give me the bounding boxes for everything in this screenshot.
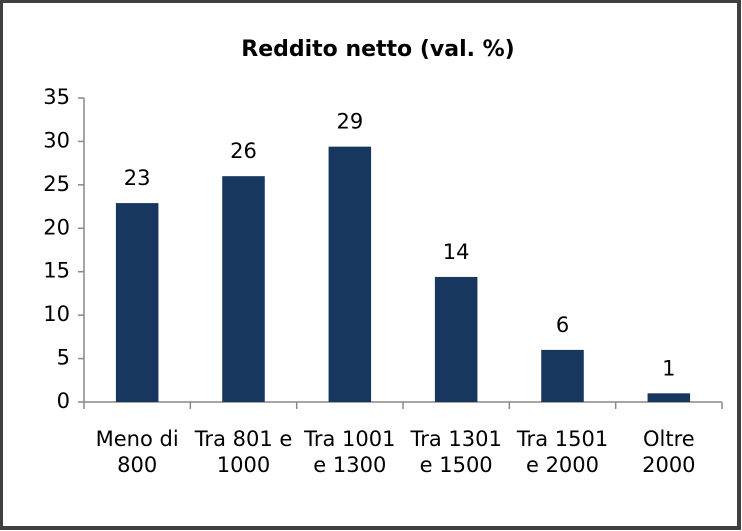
x-tick-label: Tra 801 e 1000 bbox=[194, 427, 293, 477]
y-tick-label: 25 bbox=[43, 172, 70, 196]
x-tick-label: Meno di 800 bbox=[95, 427, 179, 477]
bar bbox=[328, 146, 372, 402]
x-tick-label: Oltre 2000 bbox=[642, 427, 696, 477]
data-label: 26 bbox=[230, 139, 257, 163]
data-label: 14 bbox=[443, 240, 470, 264]
bar bbox=[541, 349, 584, 402]
bar bbox=[115, 203, 159, 402]
bar bbox=[434, 276, 478, 402]
x-tick-label: Tra 1001 e 1300 bbox=[304, 427, 396, 477]
y-tick-label: 5 bbox=[57, 346, 70, 370]
y-tick-label: 10 bbox=[43, 302, 70, 326]
x-tick-label: Tra 1501 e 2000 bbox=[516, 427, 609, 477]
y-tick-label: 20 bbox=[43, 215, 70, 239]
bar bbox=[647, 393, 691, 402]
data-label: 23 bbox=[124, 166, 151, 190]
data-label: 1 bbox=[662, 356, 675, 380]
data-label: 29 bbox=[336, 110, 363, 134]
chart-title: Reddito netto (val. %) bbox=[241, 37, 514, 62]
y-tick-label: 30 bbox=[43, 128, 70, 152]
x-tick-label: Tra 1301 e 1500 bbox=[410, 427, 502, 477]
bar bbox=[222, 176, 265, 402]
data-label: 6 bbox=[556, 313, 569, 337]
y-tick-label: 0 bbox=[57, 389, 70, 413]
y-tick-label: 35 bbox=[43, 85, 70, 109]
y-tick-label: 15 bbox=[43, 259, 70, 283]
